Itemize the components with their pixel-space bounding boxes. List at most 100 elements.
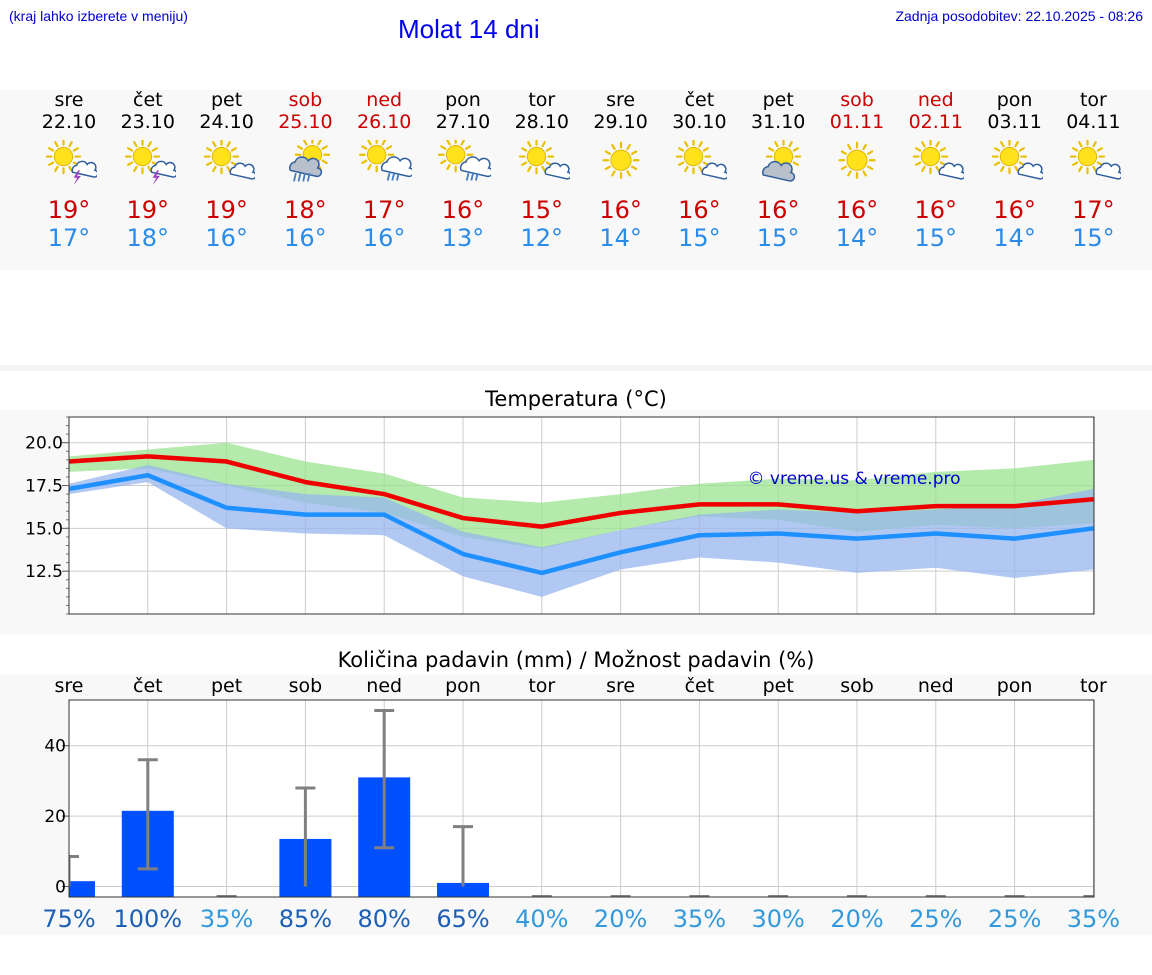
location-hint[interactable]: (kraj lahko izberete v meniju) — [9, 8, 188, 24]
day-column: pon 03.11 16° 14° — [975, 90, 1055, 252]
sun-disc — [367, 145, 387, 165]
sun-rays — [518, 140, 554, 175]
day-date: 04.11 — [1066, 111, 1121, 133]
cloud-shape — [459, 156, 491, 178]
y-tick-label: 0 — [55, 877, 66, 897]
day-date: 24.10 — [199, 111, 254, 133]
day-name: čet — [684, 89, 715, 111]
day-date: 29.10 — [593, 111, 648, 133]
sun-rays — [45, 140, 82, 175]
category-label: sob — [840, 675, 874, 697]
sun-disc — [920, 146, 940, 167]
precipitation-probability: 80% — [358, 905, 411, 933]
sun-disc — [132, 146, 152, 167]
sun-rays — [602, 141, 640, 179]
category-label: ned — [918, 675, 954, 697]
temperature-panel: 20.0 17.5 15.0 12.5 © vreme.us & vreme.pro — [0, 410, 1152, 635]
day-name: tor — [1079, 89, 1107, 111]
day-date: 26.10 — [356, 111, 412, 133]
category-label: sob — [289, 675, 323, 697]
category-label: čet — [685, 675, 715, 697]
daily-forecast-strip: sre 22.10 19° 17° čet 23.10 19° 18° pet 24.10 19° 1… — [0, 90, 1152, 270]
sun-small-cloud-icon — [203, 140, 255, 180]
min-temperature: 15° — [756, 224, 800, 252]
cloud-shape — [544, 162, 570, 180]
plot-area — [69, 700, 1094, 897]
max-temperature: 17° — [362, 196, 406, 224]
precipitation-probability: 85% — [279, 905, 332, 933]
divider — [0, 365, 1152, 371]
sun-cloud-rain-icon — [359, 140, 413, 181]
day-name: čet — [133, 89, 163, 111]
rain-drop — [396, 172, 400, 181]
category-label: sre — [606, 675, 635, 697]
day-date: 28.10 — [514, 111, 569, 133]
y-tick-label: 17.5 — [25, 477, 63, 497]
day-name: sob — [840, 89, 874, 111]
min-temperature: 16° — [362, 224, 406, 252]
sun-rays — [124, 140, 160, 175]
precipitation-chart: 40 20 0 sre čet pet sob ned pon tor sre čet pet sob ne… — [42, 675, 1120, 933]
lightning-bolt — [73, 170, 81, 186]
rain-drop — [386, 172, 391, 181]
day-date: 03.11 — [987, 111, 1042, 133]
sun-cloud-rain-icon — [437, 140, 491, 181]
sun-small-cloud-icon — [676, 140, 728, 180]
min-temperature: 14° — [993, 224, 1036, 252]
day-column: pon 27.10 16° 13° — [423, 90, 503, 252]
day-column: pet 24.10 19° 16° — [187, 90, 267, 252]
max-temperature: 19° — [47, 196, 91, 224]
min-temperature: 18° — [126, 224, 170, 252]
sun-rays — [912, 140, 948, 175]
day-date: 22.10 — [41, 111, 97, 133]
sun-icon — [602, 141, 640, 179]
y-tick-label: 40 — [44, 737, 66, 757]
day-column: sob 01.11 16° 14° — [817, 89, 897, 253]
cloud-shape — [1095, 162, 1122, 180]
sun-small-cloud-icon — [518, 140, 570, 180]
sun-small-cloud-icon — [1070, 140, 1122, 180]
max-temperature: 16° — [756, 196, 800, 224]
precipitation-probability: 65% — [436, 905, 489, 933]
min-temperature-band — [69, 464, 1094, 597]
day-name: sob — [288, 89, 323, 111]
precipitation-probability: 35% — [673, 905, 726, 933]
min-temperature: 15° — [1072, 224, 1115, 252]
plot-frame — [68, 416, 1095, 615]
day-name: pet — [762, 89, 794, 111]
day-date: 01.11 — [829, 111, 885, 133]
sun-disc — [53, 146, 74, 167]
max-temperature: 17° — [1072, 196, 1115, 224]
precipitation-probability: 20% — [594, 905, 647, 933]
day-column: ned 02.11 16° 15° — [896, 90, 976, 252]
category-label: pon — [445, 675, 481, 697]
precipitation-probability: 25% — [988, 905, 1041, 933]
day-name: sre — [54, 89, 84, 111]
cloud-shape — [938, 162, 964, 180]
precipitation-probability: 35% — [200, 905, 253, 933]
max-temperature: 19° — [126, 196, 170, 224]
rain-drop — [474, 172, 479, 181]
y-tick-label: 12.5 — [25, 562, 63, 582]
max-temperature: 15° — [520, 196, 564, 224]
day-column: pet 31.10 16° 15° — [738, 89, 818, 253]
category-label: pon — [997, 675, 1033, 697]
max-temperature: 16° — [599, 196, 642, 224]
day-date: 30.10 — [672, 111, 727, 133]
y-tick-label: 15.0 — [25, 519, 63, 539]
max-temperature: 16° — [993, 196, 1036, 224]
sun-dark-cloud-rain-icon — [289, 140, 331, 182]
category-label: čet — [133, 675, 163, 697]
sun-rays — [203, 140, 239, 175]
temperature-chart: 20.0 17.5 15.0 12.5 © vreme.us & vreme.pro — [25, 416, 1095, 615]
precipitation-probability: 40% — [515, 905, 568, 933]
precipitation-chart-title: Količina padavin (mm) / Možnost padavin … — [337, 648, 815, 672]
precipitation-bar — [69, 881, 95, 897]
precipitation-probability: 75% — [42, 905, 95, 933]
precipitation-probability: 35% — [1067, 905, 1120, 933]
sun-rays — [676, 140, 712, 175]
precipitation-panel: 40 20 0 sre čet pet sob ned pon tor sre čet pet sob ne… — [0, 675, 1152, 935]
day-name: ned — [366, 89, 403, 111]
sun-disc — [610, 149, 632, 171]
